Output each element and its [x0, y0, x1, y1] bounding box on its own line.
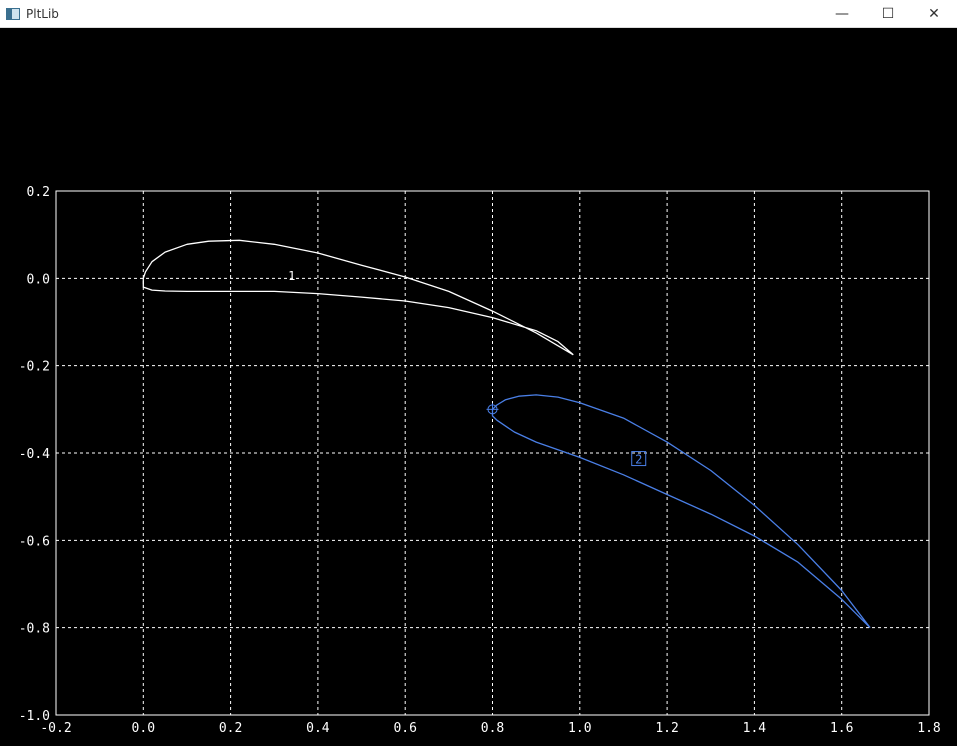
x-tick-label: -0.2 — [40, 721, 71, 736]
series-1-line — [142, 239, 574, 356]
title-bar: PltLib — ☐ ✕ — [0, 0, 957, 28]
tick-labels: -0.2 0.0 0.2 0.4 0.6 0.8 1.0 1.2 1.4 1.6 1.8 0.2 0.0… — [19, 185, 941, 736]
x-tick-label: 1.8 — [917, 721, 940, 736]
window-title: PltLib — [26, 6, 59, 21]
y-tick-label: 0.2 — [27, 185, 50, 200]
series-2-line — [491, 394, 871, 629]
y-tick-label: -0.4 — [19, 447, 50, 462]
x-tick-label: 0.4 — [306, 721, 330, 736]
minimize-button[interactable]: — — [835, 6, 849, 22]
series: 12 — [142, 239, 871, 629]
window-controls: — ☐ ✕ — [819, 0, 957, 28]
x-tick-label: 0.8 — [481, 721, 504, 736]
plot-frame — [55, 190, 930, 716]
x-tick-label: 1.4 — [743, 721, 767, 736]
series-2-label: 2 — [635, 453, 642, 467]
y-tick-label: -0.8 — [19, 622, 50, 637]
x-tick-label: 1.0 — [568, 721, 591, 736]
series-1-label: 1 — [288, 269, 295, 283]
maximize-button[interactable]: ☐ — [881, 6, 895, 22]
series-2-label-box — [631, 451, 647, 467]
close-button[interactable]: ✕ — [928, 6, 940, 22]
grid — [56, 191, 929, 715]
x-tick-label: 1.6 — [830, 721, 853, 736]
y-tick-label: 0.0 — [27, 272, 50, 287]
y-tick-label: -0.6 — [19, 534, 50, 549]
airfoil-plot: -0.2 0.0 0.2 0.4 0.6 0.8 1.0 1.2 1.4 1.6 1.8 0.2 0.0… — [19, 185, 941, 736]
y-tick-label: -1.0 — [19, 709, 50, 724]
x-tick-label: 0.2 — [219, 721, 242, 736]
plot-canvas: -0.2 0.0 0.2 0.4 0.6 0.8 1.0 1.2 1.4 1.6 1.8 0.2 0.0… — [0, 29, 957, 742]
x-tick-label: 0.6 — [393, 721, 416, 736]
y-tick-label: -0.2 — [19, 360, 50, 375]
x-tick-label: 0.0 — [132, 721, 155, 736]
x-tick-label: 1.2 — [655, 721, 678, 736]
app-icon — [6, 7, 20, 20]
